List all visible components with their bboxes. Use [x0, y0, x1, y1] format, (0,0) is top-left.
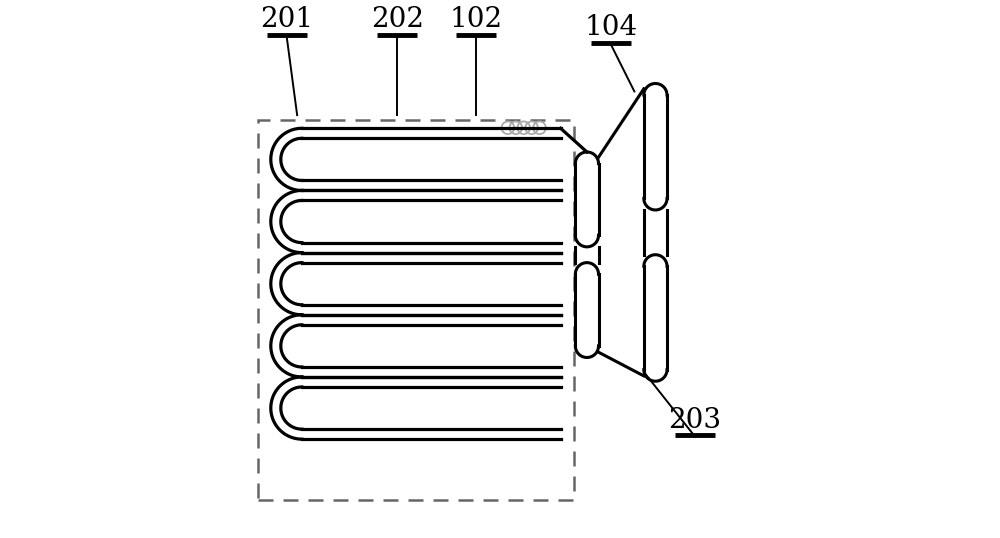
Text: 203: 203 [668, 407, 721, 434]
Text: 202: 202 [371, 6, 424, 33]
Text: 102: 102 [450, 6, 503, 33]
Text: 201: 201 [260, 6, 313, 33]
Bar [258, 121, 574, 500]
Text: 104: 104 [584, 15, 637, 41]
